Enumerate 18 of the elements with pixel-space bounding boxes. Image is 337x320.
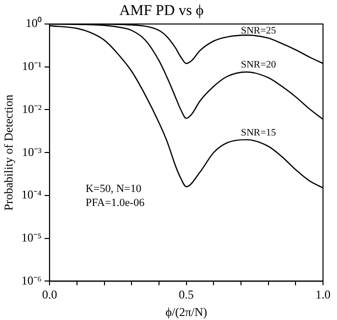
x-tick-label: 1.0 <box>316 288 330 302</box>
y-tick-label: 10⁻⁴ <box>21 188 42 202</box>
series-label: SNR=20 <box>240 60 276 71</box>
x-axis-title: ϕ/(2π/N) <box>165 304 208 319</box>
y-axis-title: Probability of Detection <box>1 94 16 211</box>
annotation: PFA=1.0e-06 <box>86 196 145 209</box>
y-tick-label: 10⁻⁶ <box>21 273 42 288</box>
y-tick-label: 10⁻³ <box>22 144 42 159</box>
y-tick-label: 10⁻² <box>22 102 42 116</box>
series-label: SNR=15 <box>240 127 276 138</box>
chart-title: AMF PD vs ϕ <box>119 2 204 19</box>
x-tick-label: 0.5 <box>178 288 194 302</box>
annotation: K=50, N=10 <box>86 182 142 195</box>
series-label: SNR=25 <box>240 26 276 37</box>
y-tick-label: 10⁰ <box>26 16 42 30</box>
x-tick-label: 0.0 <box>42 288 58 302</box>
y-tick-label: 10⁻¹ <box>22 59 42 74</box>
y-tick-label: 10⁻⁵ <box>21 230 42 244</box>
